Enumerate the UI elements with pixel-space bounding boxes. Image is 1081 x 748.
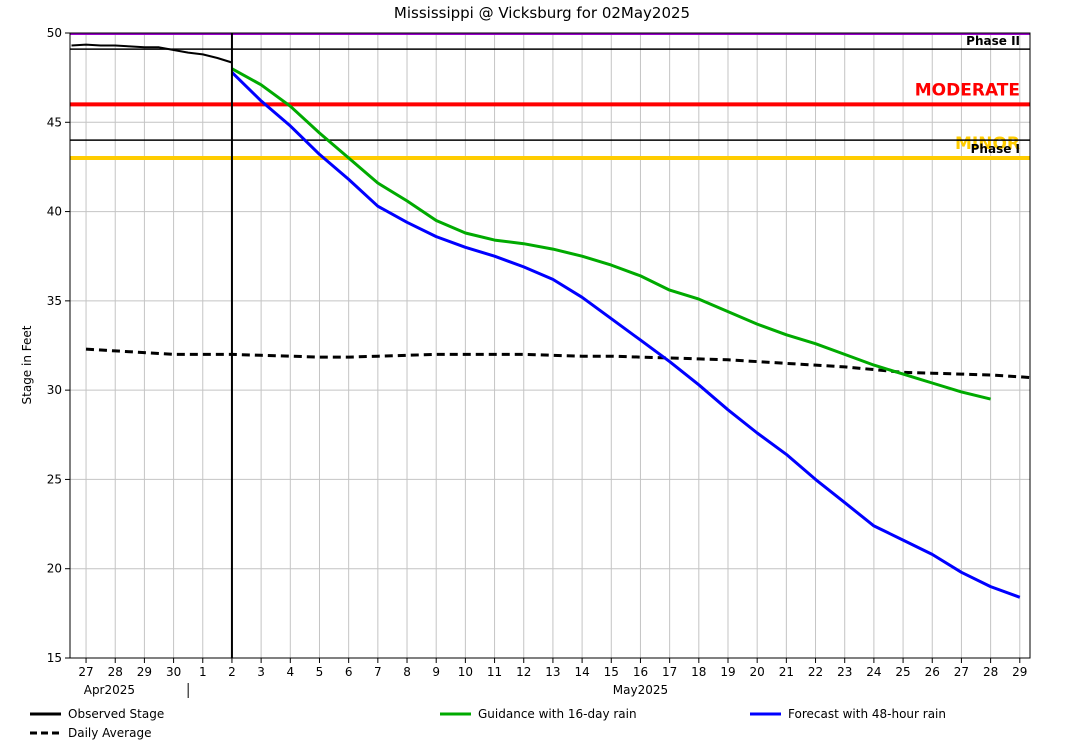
y-tick-label: 40 xyxy=(47,205,62,219)
legend-label: Forecast with 48-hour rain xyxy=(788,707,946,721)
x-tick-label: 7 xyxy=(374,665,382,679)
plot-frame xyxy=(69,32,1031,659)
chart-title: Mississippi @ Vicksburg for 02May2025 xyxy=(394,4,690,22)
chart-legend: Observed Stage Guidance with 16-day rain F… xyxy=(30,707,946,740)
x-tick-label: 15 xyxy=(604,665,619,679)
series-line-daily-average xyxy=(85,347,1031,380)
x-tick-label: 29 xyxy=(137,665,152,679)
x-tick-label: 8 xyxy=(403,665,411,679)
x-tick-label: 30 xyxy=(166,665,181,679)
series-line-observed-stage xyxy=(71,43,233,64)
y-tick-label: 30 xyxy=(47,383,62,397)
y-tick-label: 35 xyxy=(47,294,62,308)
x-tick-label: 4 xyxy=(286,665,294,679)
x-tick-label: 12 xyxy=(516,665,531,679)
month-label: Apr2025 xyxy=(84,683,135,697)
x-tick-label: 10 xyxy=(458,665,473,679)
threshold-label-phase-i: Phase I xyxy=(971,142,1020,156)
x-tick-label: 1 xyxy=(199,665,207,679)
x-tick-label: 29 xyxy=(1012,665,1027,679)
threshold-label-moderate: MODERATE xyxy=(915,80,1020,100)
x-tick-label: 20 xyxy=(750,665,765,679)
series-line-forecast-with-48-hour-rain xyxy=(230,71,1021,599)
x-tick-label: 14 xyxy=(574,665,589,679)
x-tick-label: 17 xyxy=(662,665,677,679)
x-tick-label: 21 xyxy=(779,665,794,679)
month-label: May2025 xyxy=(613,683,668,697)
y-axis-label: Stage in Feet xyxy=(20,325,34,404)
x-tick-label: 13 xyxy=(545,665,560,679)
y-tick-label: 15 xyxy=(47,651,62,665)
data-series xyxy=(71,43,1031,599)
x-tick-label: 3 xyxy=(257,665,265,679)
x-tick-label: 18 xyxy=(691,665,706,679)
x-tick-label: 27 xyxy=(78,665,93,679)
grid-lines xyxy=(70,32,1030,659)
x-tick-label: 19 xyxy=(720,665,735,679)
threshold-label-phase-ii: Phase II xyxy=(966,34,1020,48)
x-tick-label: 28 xyxy=(108,665,123,679)
x-tick-label: 9 xyxy=(432,665,440,679)
y-tick-label: 20 xyxy=(47,562,62,576)
x-tick-label: 27 xyxy=(954,665,969,679)
legend-label: Guidance with 16-day rain xyxy=(478,707,637,721)
legend-label: Observed Stage xyxy=(68,707,164,721)
x-tick-label: 16 xyxy=(633,665,648,679)
x-tick-label: 28 xyxy=(983,665,998,679)
y-tick-label: 25 xyxy=(47,472,62,486)
x-tick-label: 26 xyxy=(925,665,940,679)
x-tick-label: 24 xyxy=(866,665,881,679)
x-tick-label: 2 xyxy=(228,665,236,679)
series-line-guidance-with-16-day-rain xyxy=(231,67,991,401)
x-tick-label: 25 xyxy=(895,665,910,679)
x-tick-label: 22 xyxy=(808,665,823,679)
y-tick-label: 50 xyxy=(47,26,62,40)
y-tick-label: 45 xyxy=(47,115,62,129)
threshold-label-minor: MINOR xyxy=(955,134,1020,154)
legend-label: Daily Average xyxy=(68,726,151,740)
x-tick-label: 6 xyxy=(345,665,353,679)
x-tick-label: 5 xyxy=(316,665,324,679)
x-tick-label: 11 xyxy=(487,665,502,679)
x-tick-label: 23 xyxy=(837,665,852,679)
